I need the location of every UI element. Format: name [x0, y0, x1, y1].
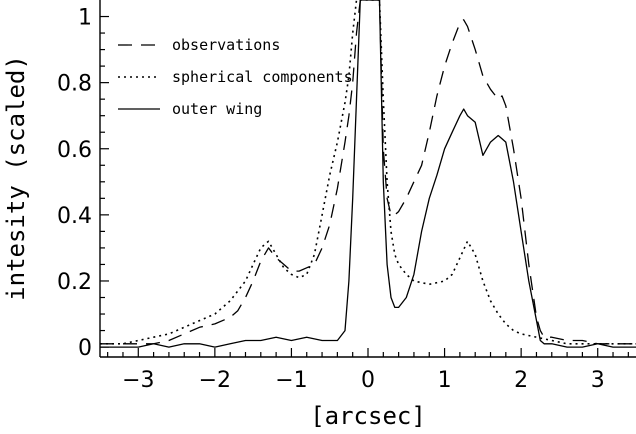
x-tick-label: −2: [199, 368, 231, 393]
x-tick-label: −3: [122, 368, 154, 393]
y-tick-label: 0: [78, 336, 92, 361]
x-tick-label: 2: [514, 368, 528, 393]
legend-label: spherical components: [172, 68, 353, 86]
y-tick-label: 1: [78, 6, 92, 31]
x-tick-label: −1: [275, 368, 307, 393]
series-layer: [100, 0, 636, 348]
y-tick-label: 0.2: [57, 270, 92, 295]
x-axis-ticks: −3 −2 −1 0 1 2 3: [107, 348, 629, 393]
series-spherical-components-line: [100, 0, 636, 345]
legend: observations spherical components outer wi…: [118, 36, 353, 118]
series-outer-wing-line: [100, 0, 636, 348]
y-tick-label: 0.4: [57, 204, 92, 229]
y-axis-title: intesity (scaled): [2, 55, 30, 301]
x-axis-title: [arcsec]: [310, 402, 426, 430]
x-tick-label: 0: [361, 368, 375, 393]
legend-label: outer wing: [172, 100, 262, 118]
x-tick-label: 3: [591, 368, 605, 393]
y-tick-label: 0.8: [57, 72, 92, 97]
x-tick-label: 1: [438, 368, 452, 393]
y-axis-ticks: 0 0.2 0.4 0.6 0.8 1: [57, 6, 109, 361]
y-tick-label: 0.6: [57, 138, 92, 163]
legend-label: observations: [172, 36, 280, 54]
